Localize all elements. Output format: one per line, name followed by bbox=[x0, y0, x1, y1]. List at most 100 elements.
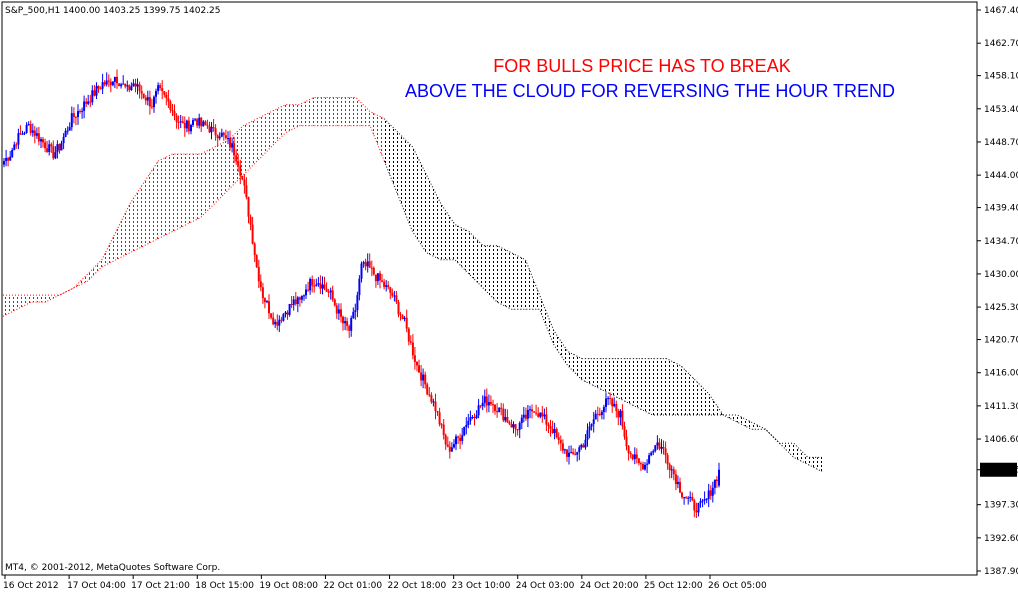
annotation-line-2: ABOVE THE CLOUD FOR REVERSING THE HOUR T… bbox=[405, 81, 895, 101]
candle-body bbox=[496, 410, 499, 413]
candle-body bbox=[574, 453, 577, 455]
candle-body bbox=[206, 124, 209, 126]
candle-body bbox=[48, 144, 51, 152]
y-tick-label: 1467.40 bbox=[984, 6, 1018, 16]
candle-body bbox=[557, 437, 560, 440]
candle-body bbox=[54, 152, 57, 159]
candle-body bbox=[323, 284, 326, 289]
candle-body bbox=[658, 442, 661, 449]
candle-body bbox=[547, 424, 550, 427]
candle-body bbox=[508, 422, 511, 424]
candle-body bbox=[257, 267, 260, 282]
candle-body bbox=[313, 285, 316, 287]
candle-body bbox=[590, 424, 593, 427]
candle-body bbox=[483, 396, 486, 403]
candle-body bbox=[566, 449, 568, 457]
candle-body bbox=[23, 132, 26, 134]
candle-body bbox=[623, 426, 626, 437]
candle-body bbox=[109, 81, 112, 86]
candle-body bbox=[103, 82, 106, 85]
candle-body bbox=[516, 429, 519, 431]
candle-body bbox=[227, 138, 229, 139]
candle-body bbox=[111, 81, 114, 86]
candle-body bbox=[245, 185, 248, 198]
candle-body bbox=[68, 127, 71, 131]
candle-body bbox=[409, 341, 412, 343]
candle-body bbox=[487, 402, 490, 406]
candle-body bbox=[660, 447, 663, 449]
candle-body bbox=[674, 474, 677, 485]
price-axis: 1467.40 1462.70 1458.10 1453.40 1448.70 1444.… bbox=[977, 6, 1018, 577]
candle-body bbox=[7, 158, 10, 161]
candle-body bbox=[126, 85, 129, 87]
ichimoku-cloud bbox=[2, 97, 823, 472]
y-tick-label: 1406.60 bbox=[984, 435, 1018, 445]
candle-body bbox=[187, 120, 190, 132]
candle-body bbox=[594, 413, 597, 420]
candle-body bbox=[430, 395, 433, 403]
candle-body bbox=[342, 316, 344, 324]
candle-body bbox=[70, 113, 73, 128]
candle-body bbox=[169, 101, 172, 110]
candle-body bbox=[360, 263, 363, 279]
candle-body bbox=[204, 121, 207, 125]
candle-body bbox=[37, 133, 40, 142]
candle-body bbox=[282, 314, 285, 321]
candle-body bbox=[101, 82, 104, 89]
candle-body bbox=[524, 414, 527, 419]
candle-body bbox=[118, 83, 121, 87]
x-tick-label: 24 Oct 20:00 bbox=[580, 581, 639, 591]
candle-body bbox=[631, 454, 634, 460]
candle-body bbox=[155, 91, 157, 97]
candle-body bbox=[635, 454, 638, 459]
candle-body bbox=[685, 497, 688, 499]
candle-body bbox=[148, 97, 151, 107]
candle-body bbox=[701, 500, 704, 502]
candle-body bbox=[74, 116, 77, 118]
candle-body bbox=[134, 83, 137, 87]
candle-body bbox=[446, 444, 449, 447]
candle-body bbox=[568, 452, 570, 457]
candle-body bbox=[15, 144, 18, 146]
cloud-span-a-line bbox=[2, 97, 385, 317]
candle-body bbox=[79, 111, 81, 113]
candle-body bbox=[627, 446, 630, 454]
x-tick-label: 22 Oct 01:00 bbox=[323, 581, 382, 591]
candle-body bbox=[358, 278, 361, 296]
candle-body bbox=[586, 430, 589, 440]
candle-body bbox=[600, 412, 603, 415]
candle-body bbox=[518, 423, 521, 430]
candle-body bbox=[233, 143, 236, 156]
candle-body bbox=[531, 409, 533, 412]
candle-body bbox=[572, 452, 575, 454]
x-tick-label: 25 Oct 12:00 bbox=[644, 581, 703, 591]
candle-body bbox=[366, 261, 369, 267]
candle-body bbox=[605, 398, 607, 407]
candle-body bbox=[163, 91, 166, 95]
candle-body bbox=[311, 279, 314, 286]
candle-body bbox=[672, 469, 675, 475]
candle-body bbox=[539, 412, 542, 417]
candle-body bbox=[440, 424, 443, 426]
candle-body bbox=[290, 304, 293, 306]
candle-body bbox=[709, 490, 712, 496]
y-tick-label: 1425.30 bbox=[984, 303, 1018, 313]
candle-body bbox=[481, 402, 484, 407]
candle-body bbox=[420, 372, 423, 381]
candle-body bbox=[298, 297, 301, 300]
candle-body bbox=[214, 128, 217, 136]
candle-body bbox=[224, 135, 227, 139]
candle-body bbox=[132, 83, 135, 87]
candle-body bbox=[666, 455, 669, 465]
candle-body bbox=[670, 469, 673, 471]
candle-body bbox=[541, 412, 544, 417]
candle-body bbox=[356, 295, 359, 311]
candle-body bbox=[512, 424, 515, 428]
candle-body bbox=[136, 84, 139, 87]
candle-body bbox=[247, 197, 250, 217]
candle-body bbox=[321, 284, 324, 289]
candle-body bbox=[122, 83, 125, 85]
candle-body bbox=[699, 501, 702, 503]
candle-body bbox=[107, 80, 110, 82]
